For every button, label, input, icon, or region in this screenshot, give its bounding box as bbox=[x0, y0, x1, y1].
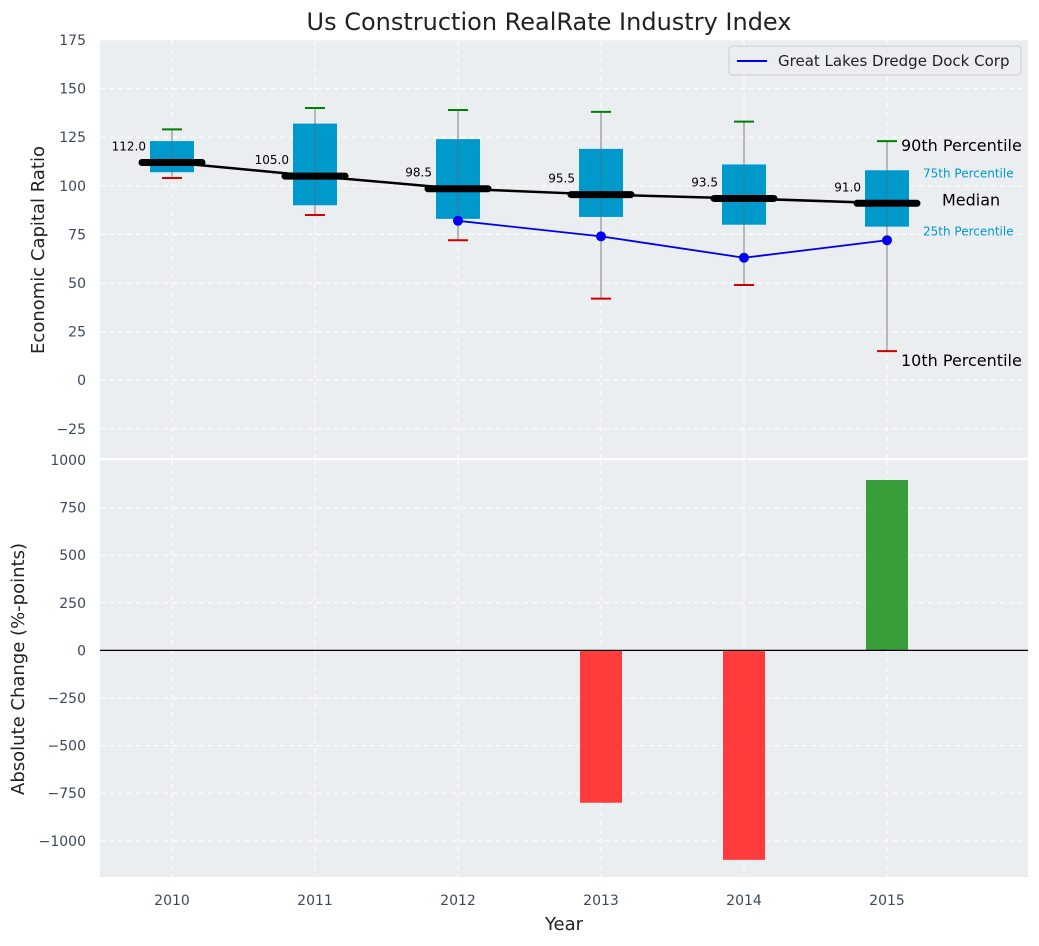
legend: Great Lakes Dredge Dock Corp bbox=[728, 45, 1022, 76]
company-series bbox=[453, 215, 892, 263]
percentile-annotations: 90th Percentile 75th Percentile Median 2… bbox=[901, 136, 1022, 370]
annotation-median: Median bbox=[942, 190, 1000, 209]
top-y-tick-label: 175 bbox=[59, 33, 86, 49]
top-y-tick-label: 100 bbox=[59, 179, 86, 195]
change-bar bbox=[723, 650, 765, 860]
top-y-tick-label: 125 bbox=[59, 130, 86, 146]
annotation-25th-percentile: 25th Percentile bbox=[923, 225, 1014, 239]
bottom-y-tick-label: −750 bbox=[48, 786, 86, 802]
annotation-75th-percentile: 75th Percentile bbox=[923, 166, 1014, 180]
top-y-tick-label: 150 bbox=[59, 82, 86, 98]
company-series-line bbox=[457, 219, 888, 259]
annotation-90th-percentile: 90th Percentile bbox=[901, 136, 1022, 155]
change-bar bbox=[580, 650, 622, 803]
x-axis: 2010 2011 2012 2013 2014 2015 bbox=[154, 893, 905, 909]
bottom-y-tick-label: −250 bbox=[48, 691, 86, 707]
top-y-tick-label: 0 bbox=[77, 373, 86, 389]
bottom-y-tick-label: 750 bbox=[59, 501, 86, 517]
top-y-axis-label: Economic Capital Ratio bbox=[28, 146, 49, 354]
median-value-label: 95.5 bbox=[548, 172, 575, 186]
chart-title: Us Construction RealRate Industry Index bbox=[307, 8, 792, 36]
company-series-point bbox=[739, 252, 749, 263]
change-bars bbox=[100, 479, 1028, 860]
box-plot-group: 112.0 105.0 98.5 95.5 93.5 91.0 bbox=[112, 107, 921, 353]
top-plot-background bbox=[100, 40, 1028, 458]
legend-box bbox=[728, 45, 1022, 76]
top-y-tick-label: 50 bbox=[68, 276, 86, 292]
top-y-tick-label: 25 bbox=[68, 325, 86, 341]
legend-entry-label: Great Lakes Dredge Dock Corp bbox=[778, 52, 1009, 70]
company-series-point bbox=[882, 235, 892, 246]
top-y-axis: 175 150 125 100 75 50 25 0 −25 bbox=[56, 33, 86, 438]
x-tick-label: 2012 bbox=[440, 893, 476, 909]
bottom-y-tick-label: 500 bbox=[59, 548, 86, 564]
median-value-label: 93.5 bbox=[691, 175, 718, 189]
bottom-y-tick-label: 0 bbox=[77, 643, 86, 659]
bottom-y-tick-label: −1000 bbox=[39, 834, 86, 850]
x-tick-label: 2011 bbox=[297, 893, 333, 909]
x-tick-label: 2014 bbox=[726, 893, 762, 909]
top-y-tick-label: 75 bbox=[68, 227, 86, 243]
bottom-y-tick-label: 1000 bbox=[50, 453, 86, 469]
bottom-y-axis: 1000 750 500 250 0 −250 −500 −750 −1000 bbox=[39, 453, 86, 850]
change-bar bbox=[866, 479, 908, 651]
x-tick-label: 2013 bbox=[583, 893, 619, 909]
x-axis-label: Year bbox=[544, 914, 584, 935]
bottom-y-tick-label: −500 bbox=[48, 739, 86, 755]
company-series-point bbox=[453, 215, 463, 226]
company-series-point bbox=[596, 231, 606, 242]
bottom-y-tick-label: 250 bbox=[59, 596, 86, 612]
median-value-label: 105.0 bbox=[255, 153, 289, 167]
median-value-label: 98.5 bbox=[405, 166, 432, 180]
median-value-label: 112.0 bbox=[112, 139, 146, 153]
median-value-label: 91.0 bbox=[834, 180, 861, 194]
annotation-10th-percentile: 10th Percentile bbox=[901, 351, 1022, 370]
bottom-y-axis-label: Absolute Change (%-points) bbox=[8, 543, 29, 795]
x-tick-label: 2015 bbox=[869, 893, 905, 909]
x-tick-label: 2010 bbox=[154, 893, 190, 909]
top-y-tick-label: −25 bbox=[56, 422, 86, 438]
